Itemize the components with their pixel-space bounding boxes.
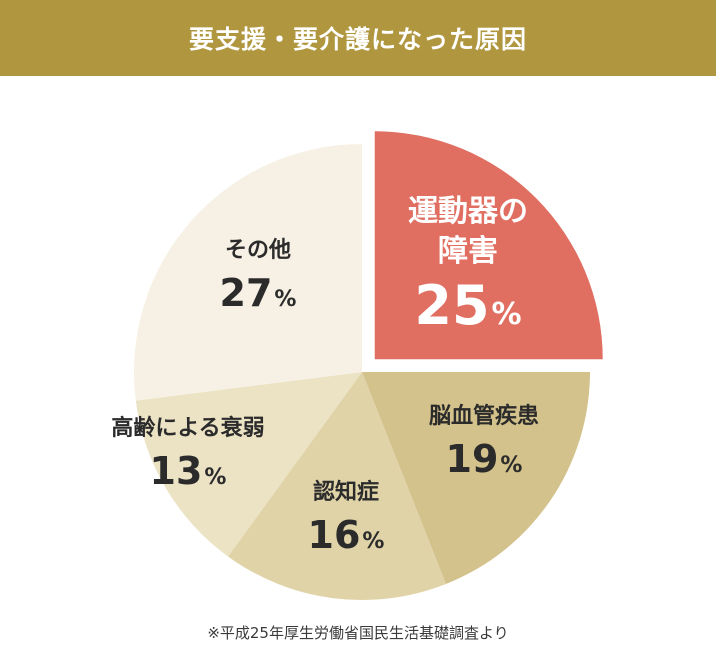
slice-name: 脳血管疾患 (428, 404, 540, 429)
slice-name: 高齢による衰弱 (111, 416, 265, 441)
slice-label: 運動器の障害 25% (408, 192, 528, 345)
slice-label: その他 27% (220, 236, 297, 323)
slice-label: 脳血管疾患 19% (429, 402, 539, 489)
pie-slice (374, 131, 603, 360)
slice-value: 25% (414, 274, 522, 337)
chart-title-banner: 要支援・要介護になった原因 (0, 0, 716, 76)
slice-name: 認知症 (312, 480, 379, 505)
slice-name: 障害 (438, 234, 498, 269)
source-note: ※平成25年厚生労働省国民生活基礎調査より (207, 624, 509, 642)
slice-value: 27% (219, 271, 297, 315)
slice-value: 19% (445, 437, 523, 481)
slice-value: 16% (307, 513, 385, 557)
slice-name: その他 (224, 238, 291, 263)
slice-label: 高齢による衰弱 13% (111, 414, 264, 501)
slice-value: 13% (149, 449, 227, 493)
chart-title: 要支援・要介護になった原因 (188, 25, 527, 54)
slice-name: 運動器の (408, 194, 528, 229)
pie-slice (227, 372, 446, 600)
pie-slice (362, 372, 590, 584)
slice-label: 認知症 16% (308, 478, 385, 565)
pie-slice (134, 144, 362, 401)
pie-slice (135, 372, 362, 557)
